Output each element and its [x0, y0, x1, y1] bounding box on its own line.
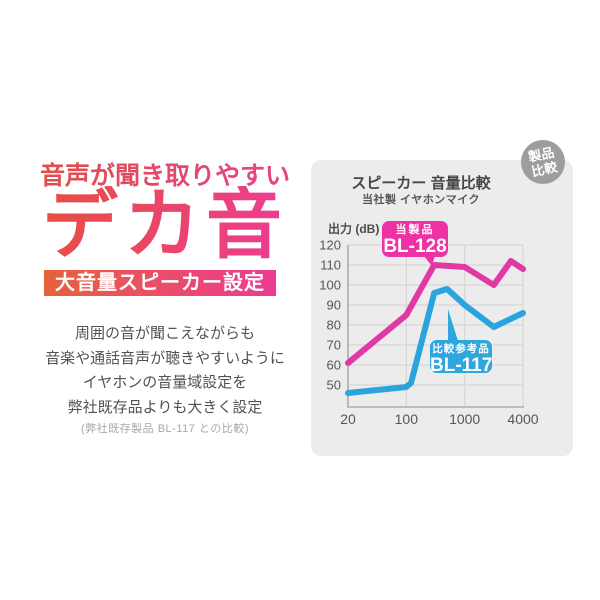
callout-bl117-model: BL-117 [430, 355, 493, 376]
svg-text:100: 100 [395, 411, 419, 427]
svg-text:120: 120 [319, 238, 341, 253]
callout-bl117: 比較参考品 BL-117 [430, 340, 493, 376]
svg-text:80: 80 [327, 318, 341, 333]
svg-text:90: 90 [327, 298, 341, 313]
svg-text:1000: 1000 [449, 411, 480, 427]
comparison-footnote: (弊社既存製品 BL-117 との比較) [81, 423, 249, 435]
callout-bl128-model: BL-128 [383, 236, 447, 257]
svg-text:70: 70 [327, 338, 341, 353]
headline-main: デカ音 [20, 186, 310, 266]
headline-catchphrase: 音声が聞き取りやすい [20, 160, 310, 192]
svg-text:4000: 4000 [507, 411, 538, 427]
svg-text:60: 60 [327, 358, 341, 373]
description-paragraph: 周囲の音が聞こえながらも 音楽や通話音声が聴きやすいように イヤホンの音量域設定… [20, 322, 310, 420]
callout-bl117-pointer [448, 309, 458, 341]
svg-text:50: 50 [327, 378, 341, 393]
description-line: 音楽や通話音声が聴きやすいように [45, 349, 285, 367]
callout-bl128: 当製品 BL-128 [382, 221, 448, 257]
headline-subtitle-bar: 大音量スピーカー設定 [44, 270, 276, 296]
product-compare-badge: 製品 比較 [521, 140, 565, 184]
svg-text:20: 20 [340, 411, 356, 427]
volume-comparison-chart: 120 110 100 90 80 70 60 50 20 100 1000 4000 [319, 238, 538, 428]
chart-title: スピーカー 音量比較 [351, 175, 491, 192]
callout-bl117-label: 比較参考品 [432, 343, 490, 355]
y-axis-label: 出力 (dB) [328, 222, 380, 236]
description-line: イヤホンの音量域設定を [82, 374, 248, 391]
description-line: 周囲の音が聞こえながらも [74, 325, 255, 342]
callout-bl128-pointer [423, 255, 435, 266]
svg-text:100: 100 [319, 278, 341, 293]
callout-bl128-label: 当製品 [395, 224, 435, 236]
svg-text:110: 110 [320, 258, 341, 273]
product-compare-badge-text: 製品 比較 [527, 144, 559, 179]
chart-subtitle: 当社製 イヤホンマイク [361, 194, 480, 206]
chart-panel: 出力 (dB) 120 110 100 90 80 70 60 50 20 100 1000 4000… [311, 160, 573, 456]
description-line: 弊社既存品よりも大きく設定 [67, 398, 263, 416]
